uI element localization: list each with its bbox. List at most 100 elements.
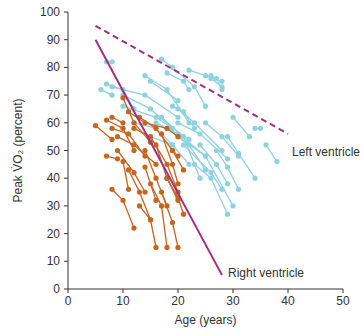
series-point <box>131 120 136 125</box>
series-point <box>159 203 164 208</box>
series-point <box>170 148 175 153</box>
series-point <box>126 187 131 192</box>
series-point <box>109 126 114 131</box>
series-line <box>162 192 179 247</box>
series-point <box>98 87 103 92</box>
series-point <box>170 148 175 153</box>
series-line <box>195 164 228 214</box>
series-point <box>208 76 213 81</box>
series-point <box>170 142 175 147</box>
y-tick-label: 70 <box>47 88 61 102</box>
series-point <box>252 126 257 131</box>
series-point <box>225 134 230 139</box>
y-tick-label: 20 <box>47 227 61 241</box>
series-point <box>104 117 109 122</box>
series-point <box>230 115 235 120</box>
series-line <box>167 128 206 170</box>
series-point <box>137 203 142 208</box>
series-point <box>137 189 142 194</box>
series-point <box>219 79 224 84</box>
series-point <box>225 181 230 186</box>
series-point <box>131 225 136 230</box>
line-label: Right ventricle <box>228 266 304 280</box>
x-tick <box>233 289 234 293</box>
series-line <box>228 137 256 179</box>
series-point <box>214 148 219 153</box>
series-point <box>142 148 147 153</box>
x-tick <box>288 289 289 293</box>
series-point <box>131 126 136 131</box>
x-tick-label: 10 <box>116 294 130 308</box>
series-point <box>120 198 125 203</box>
series-point <box>93 123 98 128</box>
series-point <box>197 131 202 136</box>
series-point <box>142 73 147 78</box>
series-line <box>178 109 222 151</box>
series-point <box>236 187 241 192</box>
series-point <box>153 115 158 120</box>
series-line <box>96 40 223 275</box>
series-point <box>126 131 131 136</box>
series-point <box>192 162 197 167</box>
series-point <box>142 165 147 170</box>
y-tick-label: 90 <box>47 33 61 47</box>
series-point <box>115 134 120 139</box>
series-point <box>208 170 213 175</box>
y-tick-label: 40 <box>47 171 61 185</box>
series-point <box>214 162 219 167</box>
series-point <box>192 126 197 131</box>
series-point <box>247 134 252 139</box>
series-point <box>181 142 186 147</box>
x-tick <box>68 289 69 293</box>
y-tick <box>64 150 68 151</box>
series-point <box>175 245 180 250</box>
series-point <box>214 76 219 81</box>
series-point <box>120 159 125 164</box>
series-point <box>225 212 230 217</box>
line-labels: Left ventricle Right ventricle <box>228 145 360 280</box>
series-line <box>233 117 250 136</box>
y-tick <box>64 178 68 179</box>
series-point <box>203 104 208 109</box>
series-point <box>175 115 180 120</box>
series-point <box>159 115 164 120</box>
series-line <box>96 26 289 134</box>
series-point <box>142 189 147 194</box>
series-line <box>118 151 146 193</box>
y-tick <box>64 39 68 40</box>
y-tick <box>64 12 68 13</box>
x-tick <box>343 289 344 293</box>
series-point <box>164 245 169 250</box>
series-line <box>140 206 157 248</box>
chart: 010203040500102030405060708090100Age (ye… <box>0 0 364 336</box>
y-tick <box>64 122 68 123</box>
series-point <box>164 70 169 75</box>
series-point <box>109 93 114 98</box>
series-point <box>115 148 120 153</box>
series-point <box>175 134 180 139</box>
y-tick <box>64 289 68 290</box>
series-point <box>219 187 224 192</box>
series-point <box>153 176 158 181</box>
series-point <box>109 84 114 89</box>
series-point <box>164 162 169 167</box>
line-label: Left ventricle <box>292 145 360 159</box>
series-point <box>153 126 158 131</box>
x-axis-line <box>68 289 343 290</box>
series-point <box>164 126 169 131</box>
series-point <box>170 142 175 147</box>
y-tick-label: 0 <box>53 282 60 296</box>
series-point <box>153 126 158 131</box>
series-point <box>148 217 153 222</box>
series-point <box>170 104 175 109</box>
series-line <box>112 87 178 117</box>
series-point <box>263 142 268 147</box>
series-point <box>192 84 197 89</box>
series-point <box>197 142 202 147</box>
series-point <box>109 187 114 192</box>
series-point <box>131 170 136 175</box>
series-point <box>175 98 180 103</box>
series-line <box>151 184 168 248</box>
y-tick-label: 50 <box>47 144 61 158</box>
series-point <box>181 79 186 84</box>
